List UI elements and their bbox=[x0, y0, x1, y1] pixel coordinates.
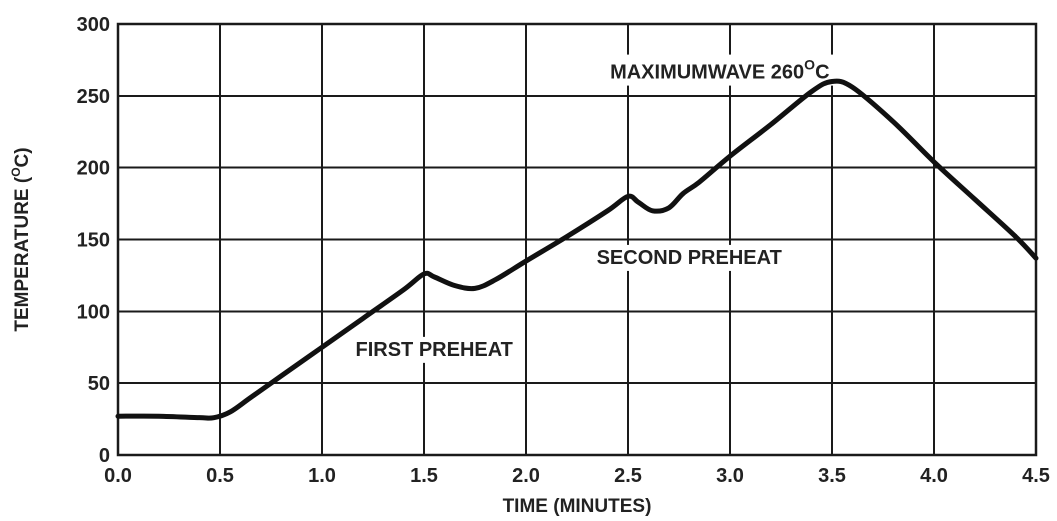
x-tick-label: 0.5 bbox=[206, 465, 234, 487]
annotation-background bbox=[349, 336, 519, 363]
x-tick-label: 3.5 bbox=[818, 465, 846, 487]
annotation-suffix: C bbox=[815, 62, 829, 84]
y-axis-title: TEMPERATURE (OC) bbox=[9, 147, 33, 331]
x-tick-label: 4.0 bbox=[920, 465, 948, 487]
annotation-background bbox=[590, 244, 788, 271]
x-tick-label: 1.0 bbox=[308, 465, 336, 487]
annotation-first-preheat: FIRST PREHEAT bbox=[349, 336, 519, 363]
y-axis-title-superscript: O bbox=[9, 167, 23, 176]
tick-labels: 0.0 0.5 1.0 1.5 2.0 2.5 3.0 3.5 4.0 4.5 0 50 100 150 2… bbox=[77, 14, 1050, 487]
x-tick-label: 1.5 bbox=[410, 465, 438, 487]
x-tick-label: 0.0 bbox=[104, 465, 132, 487]
y-axis-title-main: TEMPERATURE ( bbox=[12, 176, 33, 331]
annotation-text-main: SECOND PREHEAT bbox=[597, 247, 782, 269]
x-tick-label: 2.0 bbox=[512, 465, 540, 487]
annotation-text: MAXIMUMWAVE 260OC bbox=[610, 57, 829, 84]
y-tick-label: 0 bbox=[99, 445, 110, 467]
annotation-text: FIRST PREHEAT bbox=[355, 339, 512, 361]
temperature-curve bbox=[115, 78, 1039, 421]
y-tick-label: 200 bbox=[77, 158, 110, 180]
annotation-text-main: MAXIMUMWAVE 260 bbox=[610, 62, 804, 84]
y-tick-label: 300 bbox=[77, 14, 110, 36]
annotation-superscript: O bbox=[804, 57, 815, 73]
y-tick-label: 50 bbox=[88, 373, 110, 395]
annotation-second-preheat: SECOND PREHEAT bbox=[590, 244, 788, 271]
x-axis-title: TIME (MINUTES) bbox=[503, 496, 652, 517]
annotations: MAXIMUMWAVE 260OC SECOND PREHEAT FIRST PRE… bbox=[349, 54, 836, 363]
plot-frame bbox=[116, 22, 1038, 457]
x-tick-label: 3.0 bbox=[716, 465, 744, 487]
x-tick-label: 2.5 bbox=[614, 465, 642, 487]
y-tick-label: 150 bbox=[77, 230, 110, 252]
annotation-text-main: FIRST PREHEAT bbox=[355, 339, 512, 361]
annotation-maximum-wave: MAXIMUMWAVE 260OC bbox=[604, 54, 836, 86]
annotation-text: SECOND PREHEAT bbox=[597, 247, 782, 269]
y-tick-label: 250 bbox=[77, 86, 110, 108]
x-tick-label: 4.5 bbox=[1022, 465, 1050, 487]
y-axis-title-end: C) bbox=[12, 147, 33, 167]
annotation-background bbox=[604, 54, 836, 86]
y-tick-label: 100 bbox=[77, 301, 110, 323]
